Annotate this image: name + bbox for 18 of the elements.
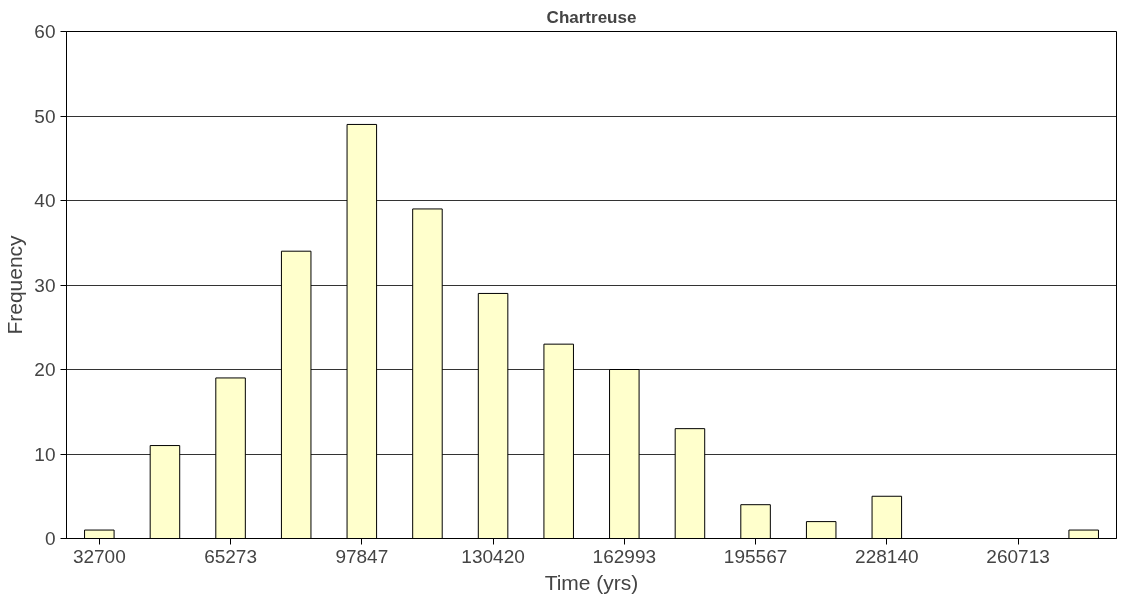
- x-tick-label: 228140: [855, 545, 919, 567]
- x-tick-label: 32700: [72, 545, 126, 567]
- y-tick-label: 0: [44, 528, 56, 549]
- y-tick-label: 20: [34, 359, 56, 380]
- y-axis-title: Frequency: [3, 234, 27, 335]
- x-tick-label: 130420: [461, 545, 525, 567]
- x-axis-title: Time (yrs): [544, 570, 639, 594]
- x-tick-label: 65273: [204, 545, 257, 567]
- chart-title: Chartreuse: [546, 7, 637, 27]
- x-tick-label: 195567: [723, 545, 788, 567]
- y-tick-label: 50: [34, 105, 56, 127]
- y-tick-label: 60: [34, 21, 56, 42]
- y-tick-label: 10: [34, 443, 56, 465]
- y-tick-label: 30: [34, 274, 56, 296]
- x-tick-label: 162993: [592, 545, 657, 567]
- x-tick-label: 97847: [335, 545, 389, 567]
- y-tick-label: 40: [34, 190, 56, 211]
- x-tick-label: 260713: [986, 545, 1050, 567]
